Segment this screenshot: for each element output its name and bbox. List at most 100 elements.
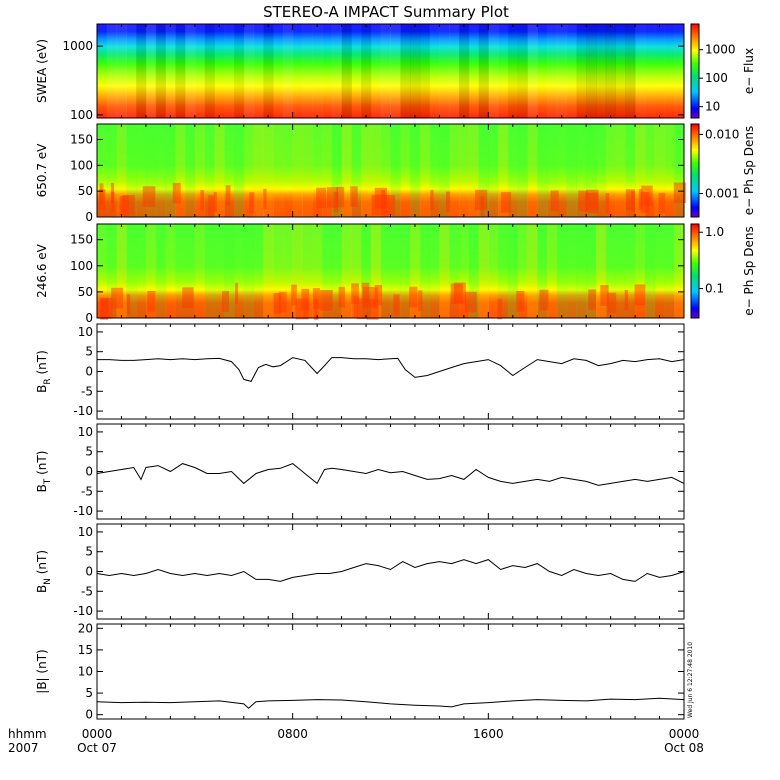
spectrogram-column (459, 24, 470, 118)
spectrogram-column (380, 224, 391, 318)
spectrogram-column (370, 24, 382, 118)
spectrogram-column (194, 224, 206, 318)
y-tick-label: 15 (78, 643, 93, 657)
spectrogram-column (605, 124, 616, 217)
spectrogram-fill (97, 24, 684, 118)
spectrogram-column (498, 224, 509, 318)
panel-frame (96, 623, 685, 720)
date-label: Oct 07 (77, 741, 117, 755)
spectrogram-column (459, 224, 470, 318)
y-tick-label: 0 (85, 465, 93, 479)
high-density-band (586, 189, 599, 211)
high-density-band (373, 287, 378, 309)
high-density-band (550, 190, 559, 212)
spectrogram-column (635, 224, 646, 318)
spectrogram-column (312, 224, 323, 318)
y-tick-label: 150 (70, 233, 93, 247)
y-tick-label: 20 (78, 621, 93, 635)
high-density-band (338, 286, 345, 308)
spectrogram-column (547, 24, 558, 118)
spectrogram-column (234, 224, 245, 318)
spectrogram-column (370, 124, 382, 217)
time-tick-label: 1600 (473, 727, 504, 741)
y-tick-label: 10 (78, 425, 93, 439)
high-density-band (374, 284, 383, 306)
spectrogram-column (488, 124, 499, 217)
spectrogram-column (439, 124, 450, 217)
spectrogram-column (596, 24, 607, 118)
spectrogram-column (517, 24, 528, 118)
spectrogram-column (556, 24, 568, 118)
colorbar-label: e− Ph Sp Dens (742, 226, 756, 315)
spectrogram-column (185, 24, 196, 118)
high-density-band (316, 187, 327, 209)
spectrogram-column (331, 224, 343, 318)
y-tick-label: 0 (85, 210, 93, 224)
y-axis-label: BT (nT) (35, 451, 53, 493)
colorbar-tick-label: 0.010 (705, 127, 739, 141)
spectrogram-column (312, 24, 323, 118)
high-density-band (235, 282, 239, 304)
spectrogram-column (292, 124, 303, 217)
spectrogram-column (654, 224, 665, 318)
spectrogram-column (351, 124, 362, 217)
high-density-band (351, 283, 359, 305)
spectrogram-column (410, 124, 421, 217)
high-density-band (625, 189, 635, 210)
spectrogram-column (419, 224, 431, 318)
spectrogram-column (527, 124, 538, 217)
high-density-band (101, 298, 113, 319)
spectrogram-column (253, 124, 264, 217)
spectrogram-column (468, 24, 480, 118)
time-tick-label: 0800 (277, 727, 308, 741)
spectrogram-column (625, 24, 636, 118)
spectrogram-column (419, 24, 431, 118)
spectrogram-column (194, 124, 206, 217)
y-tick-label: 150 (70, 133, 93, 147)
spectrogram-column (635, 124, 646, 217)
spectrogram-column (106, 24, 118, 118)
spectrogram-column (488, 24, 499, 118)
high-density-band (111, 191, 115, 213)
high-density-band (357, 298, 368, 320)
spectrogram-column (380, 24, 391, 118)
spectrogram-column (136, 24, 147, 118)
spectrogram-column (566, 224, 577, 318)
spectrogram-column (165, 124, 176, 217)
spectrogram-column (126, 24, 137, 118)
spectrogram-column (273, 24, 284, 118)
spectrogram-column (145, 224, 157, 318)
high-density-band (213, 191, 217, 213)
high-density-band (497, 298, 503, 320)
spectrogram-column (380, 124, 391, 217)
spectrogram-column (556, 224, 568, 318)
colorbar-tick-label: 0.1 (705, 282, 724, 296)
high-density-band (111, 287, 123, 309)
spectrogram-column (214, 124, 225, 217)
y-tick-label: 5 (85, 445, 93, 459)
spectrogram-column (674, 224, 685, 318)
spectrogram-column (419, 124, 431, 217)
spectrogram-column (126, 224, 137, 318)
spectrogram-column (97, 224, 108, 318)
y-tick-label: 5 (85, 686, 93, 700)
spectrogram-column (155, 24, 166, 118)
y-tick-label: 5 (85, 345, 93, 359)
spectrogram-column (263, 24, 274, 118)
high-density-band (453, 282, 466, 304)
high-density-band (578, 190, 588, 212)
high-density-band (336, 186, 345, 208)
panel-2: 0.001 0.010 e− Ph Sp Dens 0 50 100 150 650.7 eV (35, 123, 756, 224)
spectrogram-column (273, 124, 284, 217)
high-density-band (263, 188, 267, 210)
spectrogram-column (439, 224, 450, 318)
spectrogram-column (390, 24, 401, 118)
spectrogram-column (282, 124, 294, 217)
high-density-band (126, 294, 131, 315)
high-density-band (638, 189, 643, 210)
spectrogram-column (605, 24, 616, 118)
y-axis-label: SWEA (eV) (35, 39, 49, 103)
spectrogram-column (341, 24, 352, 118)
